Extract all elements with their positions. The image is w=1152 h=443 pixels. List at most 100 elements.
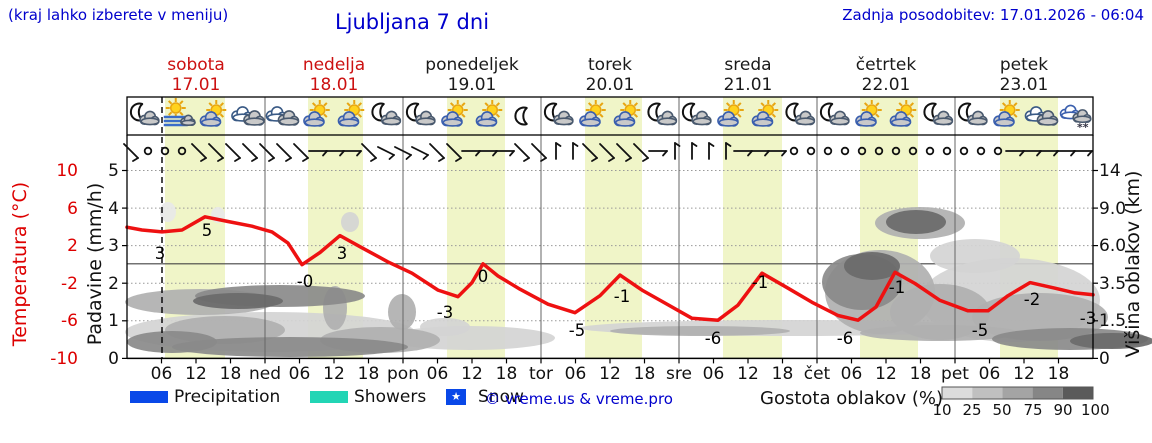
day-header: nedelja 18.01	[265, 55, 403, 95]
density-stop-label: 100	[1081, 401, 1110, 419]
legend-snow-label: Snow	[478, 387, 524, 407]
x-hour-label: 18	[219, 364, 242, 384]
wind-barb-c	[891, 146, 901, 156]
temperature-value-label: -1	[889, 278, 905, 297]
snow-icon: ★	[446, 389, 466, 405]
density-stop-label: 50	[992, 401, 1012, 419]
temp-tick-label: -10	[50, 348, 78, 369]
day-date: 22.01	[861, 75, 911, 95]
cloud-tick-label: 9.0	[1099, 198, 1127, 219]
x-hour-label: 12	[1013, 364, 1035, 384]
wind-barb-d	[293, 143, 309, 162]
day-name: petek	[999, 55, 1049, 75]
day-date: 23.01	[999, 75, 1049, 95]
moon-cloud-icon	[957, 102, 988, 126]
cloud-blob	[420, 318, 470, 336]
sun-cloud-icon	[855, 100, 882, 127]
cloud-blob	[930, 239, 1020, 273]
day-name: torek	[588, 55, 632, 75]
wind-barb-v	[555, 142, 562, 160]
x-hour-label: 18	[909, 364, 932, 384]
wind-barb-v	[725, 142, 732, 160]
cloud-tick-label: 1.5	[1099, 311, 1127, 332]
sun-cloud-icon	[337, 100, 365, 127]
daylight-band	[585, 97, 642, 359]
wind-barb-s	[411, 146, 429, 160]
precip-tick-label: 0	[108, 348, 119, 369]
wind-barb-v	[708, 142, 715, 160]
wind-barb-c	[908, 146, 918, 156]
wind-barb-c	[823, 146, 833, 156]
day-header: sreda 21.01	[679, 55, 817, 95]
wind-barb-s	[377, 146, 395, 160]
density-stop-label: 25	[962, 401, 982, 419]
sun-cloud-icon	[993, 100, 1020, 127]
wind-barb-d	[225, 143, 241, 162]
x-hour-label: 12	[737, 364, 759, 384]
day-name: sreda	[724, 55, 772, 75]
cloud-blob	[844, 252, 900, 280]
wind-barb-d	[208, 143, 224, 162]
precip-tick-label: 2	[108, 273, 119, 294]
x-hour-label: 18	[1047, 364, 1070, 384]
moon-icon	[514, 106, 528, 126]
snow-cloud-icon: **	[1059, 104, 1092, 134]
precip-axis-title: Padavine (mm/h)	[84, 182, 106, 346]
day-date: 18.01	[309, 75, 359, 95]
density-gradient-segment	[1002, 387, 1033, 399]
sun-cloud-icon	[441, 100, 468, 127]
daylight-band	[447, 97, 505, 359]
temperature-value-label: -6	[837, 329, 853, 348]
sun-cloud-icon	[717, 100, 744, 127]
legend-showers-label: Showers	[354, 387, 427, 407]
day-name: nedelja	[302, 55, 366, 75]
temperature-value-label: 3	[337, 244, 348, 263]
cloud-tick-label: 14	[1099, 161, 1121, 181]
sun-cloud-icon	[889, 100, 917, 127]
wind-barb-d	[361, 143, 377, 162]
wind-barb-h	[648, 150, 668, 157]
temperature-curve	[125, 215, 1095, 322]
cloud-blob	[160, 202, 176, 222]
temperature-value-label: -3	[1080, 309, 1096, 328]
sun-cloud-icon	[579, 100, 606, 127]
day-header: torek 20.01	[541, 55, 679, 95]
temperature-value-label: -2	[1024, 290, 1040, 309]
sun-cloud-icon	[303, 100, 330, 127]
x-hour-label: 18	[495, 364, 518, 384]
sun-cloud-icon	[751, 100, 779, 127]
legend-precipitation-label: Precipitation	[174, 387, 281, 407]
wind-barb-h	[1073, 150, 1093, 157]
day-header: sobota 17.01	[127, 55, 265, 95]
temperature-value-label: -5	[569, 321, 585, 340]
density-gradient-segment	[1062, 387, 1093, 399]
temp-tick-label: -2	[61, 273, 78, 294]
precip-tick-label: 4	[108, 198, 119, 219]
x-hour-label: 12	[875, 364, 897, 384]
x-hour-label: 18	[771, 364, 794, 384]
copyright-link[interactable]: © vreme.us & vreme.pro	[485, 390, 673, 408]
wind-barb-c	[959, 146, 969, 156]
temp-tick-label: -6	[61, 311, 78, 332]
x-day-abbr: čet	[803, 364, 831, 384]
cloud-blob	[341, 212, 359, 232]
wind-barb-v	[691, 142, 698, 160]
day-name: četrtek	[855, 55, 917, 75]
temp-tick-label: 2	[67, 236, 78, 257]
density-stop-label: 75	[1023, 401, 1043, 419]
x-day-abbr: tor	[528, 364, 554, 384]
x-hour-label: 06	[426, 364, 449, 384]
x-hour-label: 18	[633, 364, 656, 384]
density-gradient-segment	[942, 387, 973, 399]
wind-barb-c	[925, 146, 935, 156]
wind-barb-c	[857, 146, 867, 156]
x-day-abbr: pet	[941, 364, 969, 384]
x-day-abbr: ned	[248, 364, 282, 384]
x-hour-label: 06	[150, 364, 173, 384]
moon-cloud-icon	[785, 102, 816, 126]
x-hour-label: 06	[288, 364, 311, 384]
temperature-value-label: 3	[155, 244, 166, 263]
cloud-blob	[610, 326, 790, 336]
temperature-value-label: -0	[297, 272, 313, 291]
